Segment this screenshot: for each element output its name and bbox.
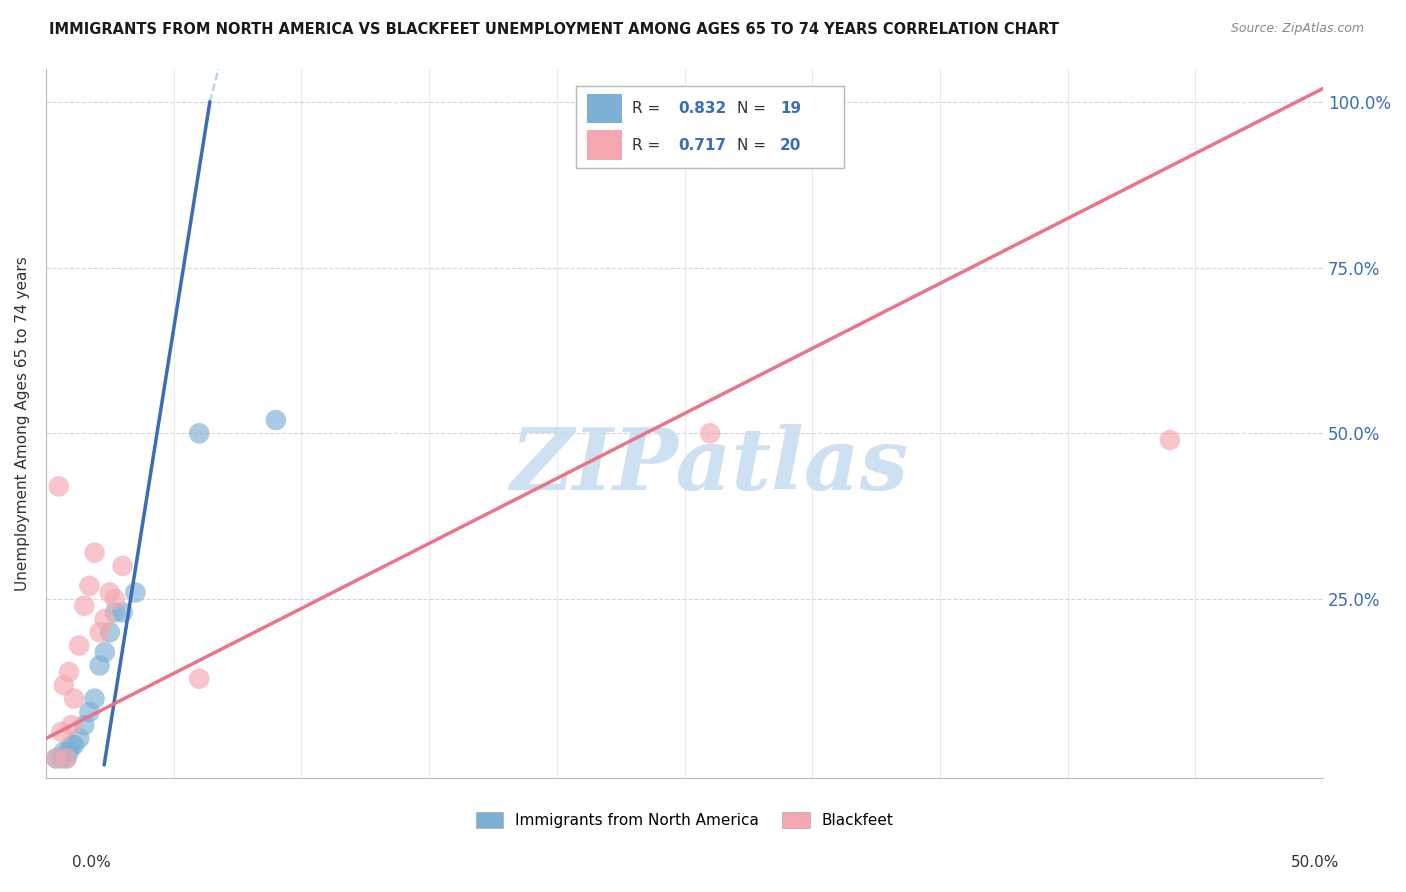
Point (98, 585, 121, 599)
Point (63, 738, 86, 752)
Point (93, 645, 115, 659)
Point (124, 585, 146, 599)
Point (73, 718, 96, 732)
Point (699, 426, 721, 441)
Point (104, 592, 127, 607)
Y-axis label: Unemployment Among Ages 65 to 74 years: Unemployment Among Ages 65 to 74 years (15, 256, 30, 591)
Point (188, 426, 211, 441)
Point (79, 705, 101, 719)
Point (93, 612, 115, 626)
Point (58, 665, 80, 679)
Point (73, 599, 96, 613)
Point (188, 672, 211, 686)
Point (67, 639, 90, 653)
Point (51, 751, 73, 765)
Point (111, 606, 134, 620)
Text: 50.0%: 50.0% (1291, 855, 1339, 870)
Text: Source: ZipAtlas.com: Source: ZipAtlas.com (1230, 22, 1364, 36)
Point (60, 718, 83, 732)
Point (51, 724, 73, 739)
Point (45, 751, 67, 765)
Point (79, 579, 101, 593)
Point (67, 731, 90, 746)
Point (83, 546, 105, 560)
Point (55, 751, 77, 765)
Point (98, 625, 121, 640)
Point (63, 691, 86, 706)
Point (55, 751, 77, 765)
Point (58, 745, 80, 759)
Point (60, 738, 83, 752)
Point (89, 625, 111, 640)
Text: ZIPatlas: ZIPatlas (510, 425, 910, 508)
Point (48, 479, 70, 493)
Point (89, 658, 111, 673)
Point (45, 751, 67, 765)
Point (104, 606, 127, 620)
Point (264, 413, 287, 427)
Point (52, 745, 75, 759)
Legend: Immigrants from North America, Blackfeet: Immigrants from North America, Blackfeet (470, 806, 900, 834)
Point (83, 691, 105, 706)
Text: IMMIGRANTS FROM NORTH AMERICA VS BLACKFEET UNEMPLOYMENT AMONG AGES 65 TO 74 YEAR: IMMIGRANTS FROM NORTH AMERICA VS BLACKFE… (49, 22, 1059, 37)
Point (1159, 433, 1181, 447)
Point (52, 678, 75, 692)
Text: 0.0%: 0.0% (72, 855, 111, 870)
Point (111, 559, 134, 574)
